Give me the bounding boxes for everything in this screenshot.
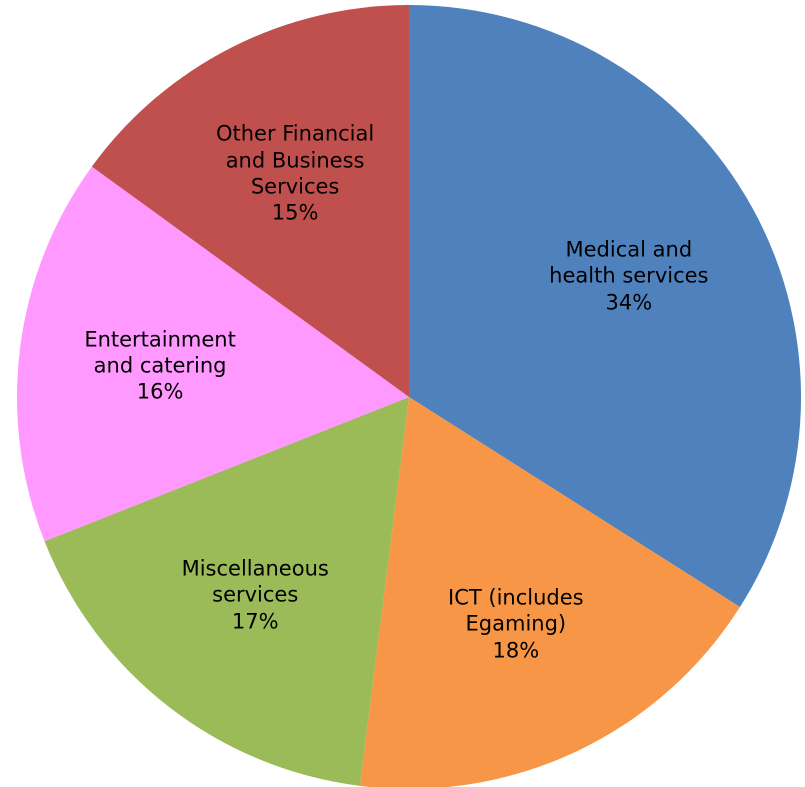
pie-slice: [91, 5, 409, 397]
category-label: Entertainment and catering: [84, 327, 236, 378]
value-label: 16%: [136, 379, 184, 404]
category-label: Other Financial and Business Services: [215, 121, 375, 199]
value-label: 18%: [492, 638, 540, 663]
category-label: Miscellaneous services: [181, 556, 329, 608]
slice-label: ICT (includes Egaming) 18%: [433, 585, 598, 664]
slice-label: Entertainment and catering 16%: [78, 326, 243, 405]
pie-slice: [409, 5, 801, 608]
category-label: ICT (includes Egaming): [448, 585, 584, 636]
slice-label: Miscellaneous services 17%: [173, 556, 338, 635]
value-label: 17%: [231, 609, 279, 634]
pie-slice: [359, 397, 740, 787]
slice-label: Medical and health services 34%: [546, 237, 711, 316]
value-label: 15%: [271, 200, 319, 225]
category-label: Medical and health services: [549, 237, 709, 288]
pie-slice: [44, 397, 409, 786]
value-label: 34%: [605, 290, 653, 315]
pie-slice: [16, 166, 409, 542]
slice-label: Other Financial and Business Services 15%: [213, 121, 378, 226]
